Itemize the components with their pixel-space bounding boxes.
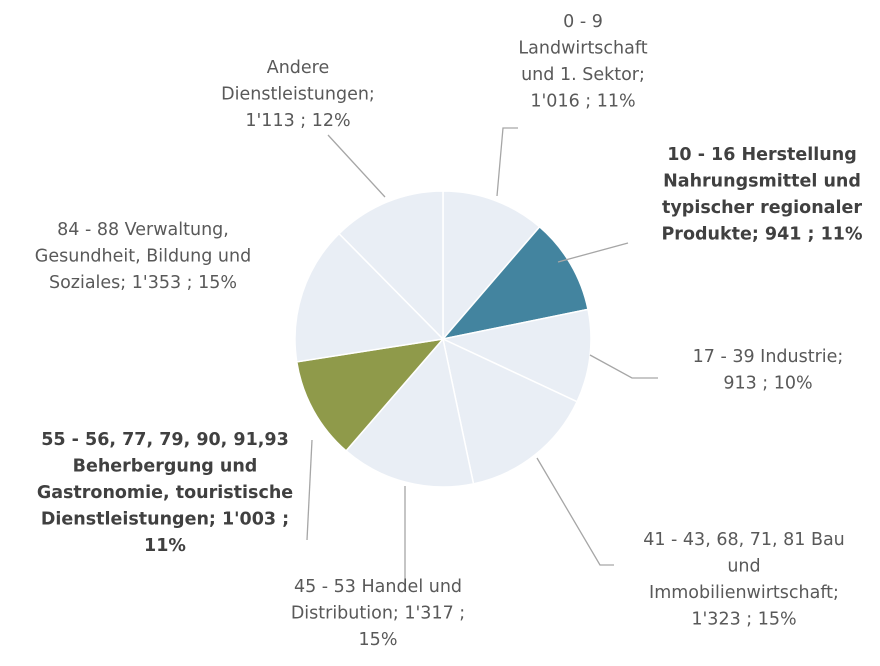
slice-label: Beherbergung und	[73, 457, 258, 477]
slice-label: typischer regionaler	[662, 198, 862, 218]
slice-label: Distribution; 1'317 ;	[291, 604, 465, 624]
pie-slice	[345, 337, 475, 488]
leader-line	[589, 354, 658, 379]
leader-line	[536, 457, 614, 566]
slice-label: Nahrungsmittel und	[663, 172, 861, 192]
slice-label: 15%	[359, 630, 398, 650]
slice-label: 84 - 88 Verwaltung,	[57, 220, 229, 240]
leader-line	[306, 439, 313, 541]
slice-label: 913 ; 10%	[723, 374, 812, 394]
slice-label: Soziales; 1'353 ; 15%	[49, 273, 237, 293]
slice-label: und 1. Sektor;	[521, 65, 645, 85]
slice-label: Dienstleistungen; 1'003 ;	[41, 510, 289, 530]
slice-label: Produkte; 941 ; 11%	[661, 225, 862, 245]
slice-label: 55 - 56, 77, 79, 90, 91,93	[41, 430, 289, 450]
slice-label: 1'016 ; 11%	[530, 92, 635, 112]
slice-label: 0 - 9	[563, 12, 603, 32]
slice-label: Immobilienwirtschaft;	[649, 583, 839, 603]
pie-slice	[440, 225, 589, 341]
slice-label: 1'323 ; 15%	[691, 610, 796, 630]
slice-label: und	[727, 557, 760, 577]
leader-line	[557, 242, 629, 263]
pie-slice	[442, 190, 541, 342]
pie-slice	[337, 190, 444, 341]
slice-label: Gesundheit, Bildung und	[35, 247, 251, 267]
slice-label: 1'113 ; 12%	[245, 111, 350, 131]
pie-slice	[441, 337, 579, 485]
pie-slice	[440, 308, 592, 403]
slice-label: 17 - 39 Industrie;	[693, 347, 844, 367]
slice-label: 45 - 53 Handel und	[294, 577, 462, 597]
leader-line	[496, 127, 518, 197]
slice-label: 41 - 43, 68, 71, 81 Bau	[643, 530, 845, 550]
slice-label: Dienstleistungen;	[221, 85, 375, 105]
slice-label: Landwirtschaft	[518, 39, 647, 59]
pie-slice	[295, 337, 445, 452]
slice-label: Gastronomie, touristische	[37, 483, 293, 503]
slice-label: 10 - 16 Herstellung	[667, 145, 856, 165]
slice-label: Andere	[267, 58, 330, 78]
pie-slice	[294, 232, 445, 363]
leader-line	[327, 134, 386, 198]
slice-label: 11%	[144, 536, 186, 556]
